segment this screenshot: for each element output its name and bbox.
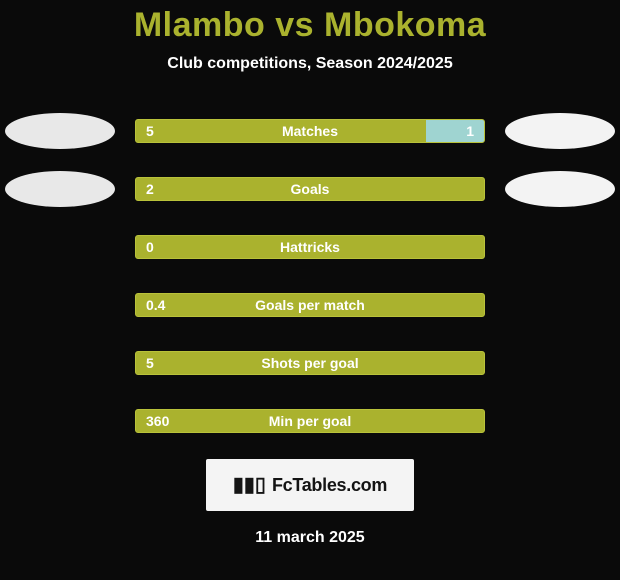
stat-left-value: 2 [146,181,154,197]
player1-oval [5,171,115,207]
stat-bar: 0 Hattricks [135,235,485,259]
stat-label: Shots per goal [261,355,358,371]
stat-row: 0.4 Goals per match [0,287,620,323]
stat-bar: 360 Min per goal [135,409,485,433]
comparison-card: Mlambo vs Mbokoma Club competitions, Sea… [0,0,620,580]
date-label: 11 march 2025 [0,529,620,547]
oval-spacer [5,345,115,381]
branding-badge: ▮▮▯ FcTables.com [206,459,414,511]
title-player1: Mlambo [134,6,265,44]
stat-label: Matches [282,123,338,139]
oval-spacer [5,229,115,265]
oval-spacer [5,287,115,323]
stat-label: Min per goal [269,413,351,429]
stat-label: Hattricks [280,239,340,255]
stat-left-value: 0.4 [146,297,165,313]
stat-rows: 5 1 Matches 2 Goals 0 Hattricks 0.4 Goals per ma… [0,113,620,439]
oval-spacer [505,229,615,265]
player1-oval [5,113,115,149]
page-title: Mlambo vs Mbokoma [0,6,620,45]
stat-left-value: 360 [146,413,169,429]
stat-row: 5 Shots per goal [0,345,620,381]
oval-spacer [5,403,115,439]
oval-spacer [505,287,615,323]
stat-label: Goals per match [255,297,365,313]
player2-oval [505,171,615,207]
oval-spacer [505,345,615,381]
stat-bar: 5 1 Matches [135,119,485,143]
stat-bar-right-segment [426,120,484,142]
stat-left-value: 5 [146,123,154,139]
stat-label: Goals [291,181,330,197]
title-vs: vs [275,6,314,44]
stat-row: 5 1 Matches [0,113,620,149]
stat-row: 0 Hattricks [0,229,620,265]
oval-spacer [505,403,615,439]
stat-bar: 0.4 Goals per match [135,293,485,317]
stat-bar: 5 Shots per goal [135,351,485,375]
branding-text: FcTables.com [272,475,387,496]
stat-bar: 2 Goals [135,177,485,201]
chart-icon: ▮▮▯ [233,475,266,495]
stat-left-value: 5 [146,355,154,371]
stat-left-value: 0 [146,239,154,255]
stat-row: 360 Min per goal [0,403,620,439]
title-player2: Mbokoma [324,6,486,44]
subtitle: Club competitions, Season 2024/2025 [0,55,620,73]
stat-right-value: 1 [466,123,474,139]
stat-row: 2 Goals [0,171,620,207]
player2-oval [505,113,615,149]
